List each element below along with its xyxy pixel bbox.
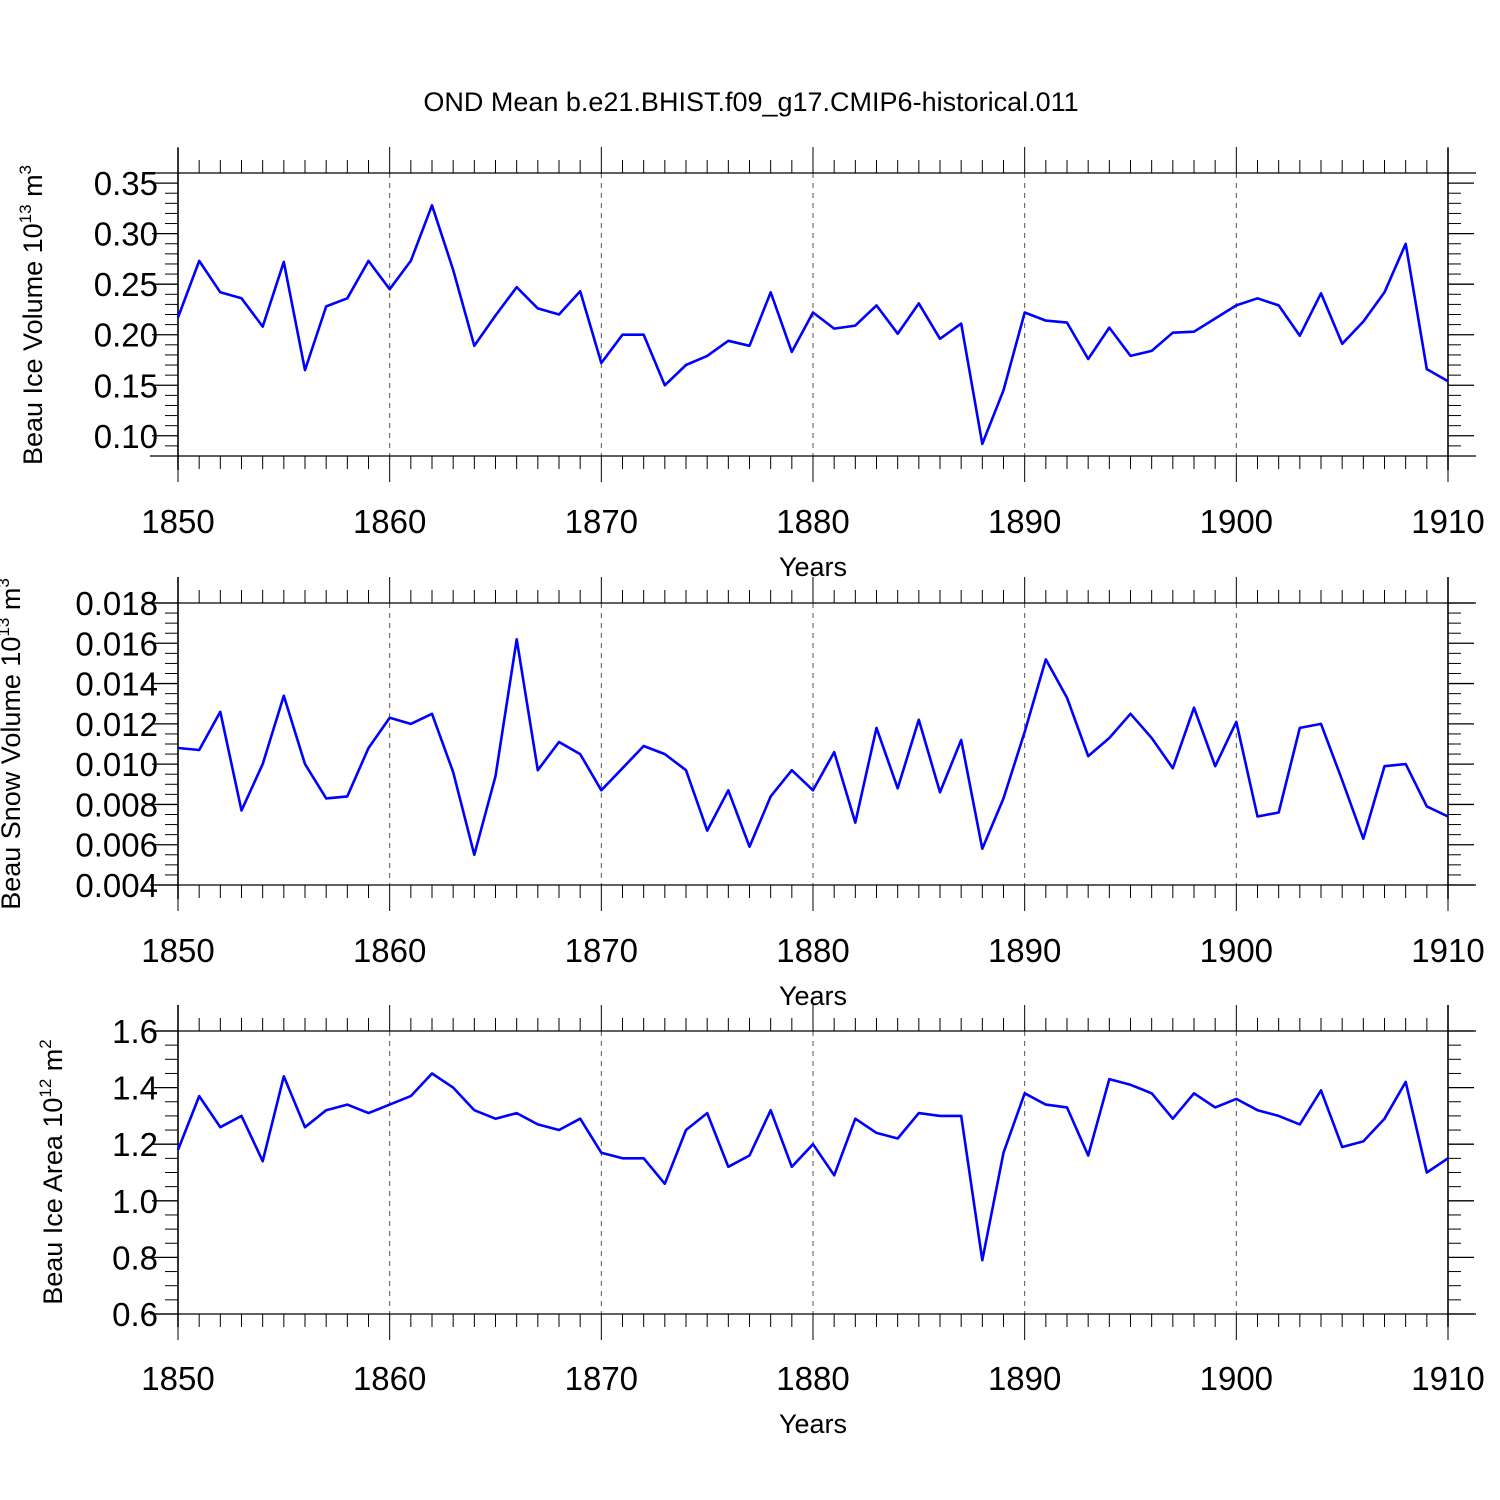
panel-ice-area-xlabel: Years xyxy=(779,1409,847,1439)
panel-ice-area-x-tick-label: 1860 xyxy=(353,1360,426,1397)
panel-ice-volume-y-tick-label: 0.20 xyxy=(94,317,158,354)
panel-ice-volume-x-tick-label: 1910 xyxy=(1411,503,1484,540)
panel-ice-volume-y-tick-label: 0.10 xyxy=(94,418,158,455)
panel-snow-volume: Beau Snow Volume 1013 m3 Years 0.0040.00… xyxy=(0,577,1485,1011)
panel-ice-area-y-tick-label: 0.6 xyxy=(112,1296,158,1333)
panel-ice-volume-x-tick-label: 1860 xyxy=(353,503,426,540)
panel-snow-volume-x-tick-label: 1890 xyxy=(988,932,1061,969)
panel-snow-volume-x-tick-label: 1870 xyxy=(565,932,638,969)
panel-ice-area-x-tick-label: 1890 xyxy=(988,1360,1061,1397)
panel-ice-volume-y-tick-label: 0.35 xyxy=(94,165,158,202)
panel-ice-area-x-tick-label: 1910 xyxy=(1411,1360,1484,1397)
panel-snow-volume-x-tick-label: 1910 xyxy=(1411,932,1484,969)
panel-ice-volume-x-tick-label: 1900 xyxy=(1200,503,1273,540)
panel-ice-area-series-line xyxy=(176,1072,1449,1262)
panel-ice-area-y-tick-label: 1.0 xyxy=(112,1183,158,1220)
panel-ice-area-y-tick-label: 1.4 xyxy=(112,1070,158,1107)
panel-ice-volume-x-tick-label: 1850 xyxy=(141,503,214,540)
panel-ice-volume-series-line xyxy=(176,204,1449,446)
panel-ice-area-y-tick-label: 1.2 xyxy=(112,1126,158,1163)
panel-snow-volume-series-line xyxy=(177,637,1449,857)
panel-ice-area-x-tick-label: 1900 xyxy=(1200,1360,1273,1397)
panel-snow-volume-x-tick-label: 1850 xyxy=(141,932,214,969)
panel-snow-volume-y-tick-label: 0.010 xyxy=(75,746,158,783)
panel-snow-volume-y-tick-label: 0.018 xyxy=(75,585,158,622)
panel-ice-volume-x-tick-label: 1880 xyxy=(776,503,849,540)
panel-ice-volume-ylabel: Beau Ice Volume 1013 m3 xyxy=(16,165,48,465)
panel-ice-volume-x-tick-label: 1890 xyxy=(988,503,1061,540)
panel-ice-area-x-tick-label: 1850 xyxy=(141,1360,214,1397)
panel-snow-volume-y-tick-label: 0.008 xyxy=(75,786,158,823)
panel-ice-area-y-tick-label: 0.8 xyxy=(112,1239,158,1276)
panel-ice-volume-y-tick-label: 0.25 xyxy=(94,266,158,303)
panel-ice-area-ylabel: Beau Ice Area 1012 m2 xyxy=(36,1039,68,1305)
panel-snow-volume-x-tick-label: 1900 xyxy=(1200,932,1273,969)
panel-ice-area: Beau Ice Area 1012 m2 Years 0.6 0.8 1.0 1.2… xyxy=(36,1005,1485,1439)
panel-snow-volume-y-tick-label: 0.004 xyxy=(75,867,158,904)
panel-snow-volume-y-tick-label: 0.006 xyxy=(75,827,158,864)
chart-title: OND Mean b.e21.BHIST.f09_g17.CMIP6-histo… xyxy=(423,87,1078,117)
panel-ice-area-x-tick-label: 1880 xyxy=(776,1360,849,1397)
panel-ice-volume-x-tick-label: 1870 xyxy=(565,503,638,540)
panel-snow-volume-y-tick-label: 0.014 xyxy=(75,666,158,703)
panel-ice-volume-y-tick-label: 0.30 xyxy=(94,216,158,253)
panel-snow-volume-y-tick-label: 0.012 xyxy=(75,706,158,743)
panel-snow-volume-y-tick-label: 0.016 xyxy=(75,625,158,662)
panel-ice-area-x-tick-label: 1870 xyxy=(565,1360,638,1397)
panel-snow-volume-x-tick-label: 1860 xyxy=(353,932,426,969)
panel-snow-volume-x-tick-label: 1880 xyxy=(776,932,849,969)
panel-ice-volume-y-tick-label: 0.15 xyxy=(94,367,158,404)
panel-snow-volume-ylabel: Beau Snow Volume 1013 m3 xyxy=(0,578,26,910)
panel-ice-area-y-tick-label: 1.6 xyxy=(112,1013,158,1050)
panel-ice-volume: Beau Ice Volume 1013 m3 Years 0.100.150.… xyxy=(16,147,1485,582)
